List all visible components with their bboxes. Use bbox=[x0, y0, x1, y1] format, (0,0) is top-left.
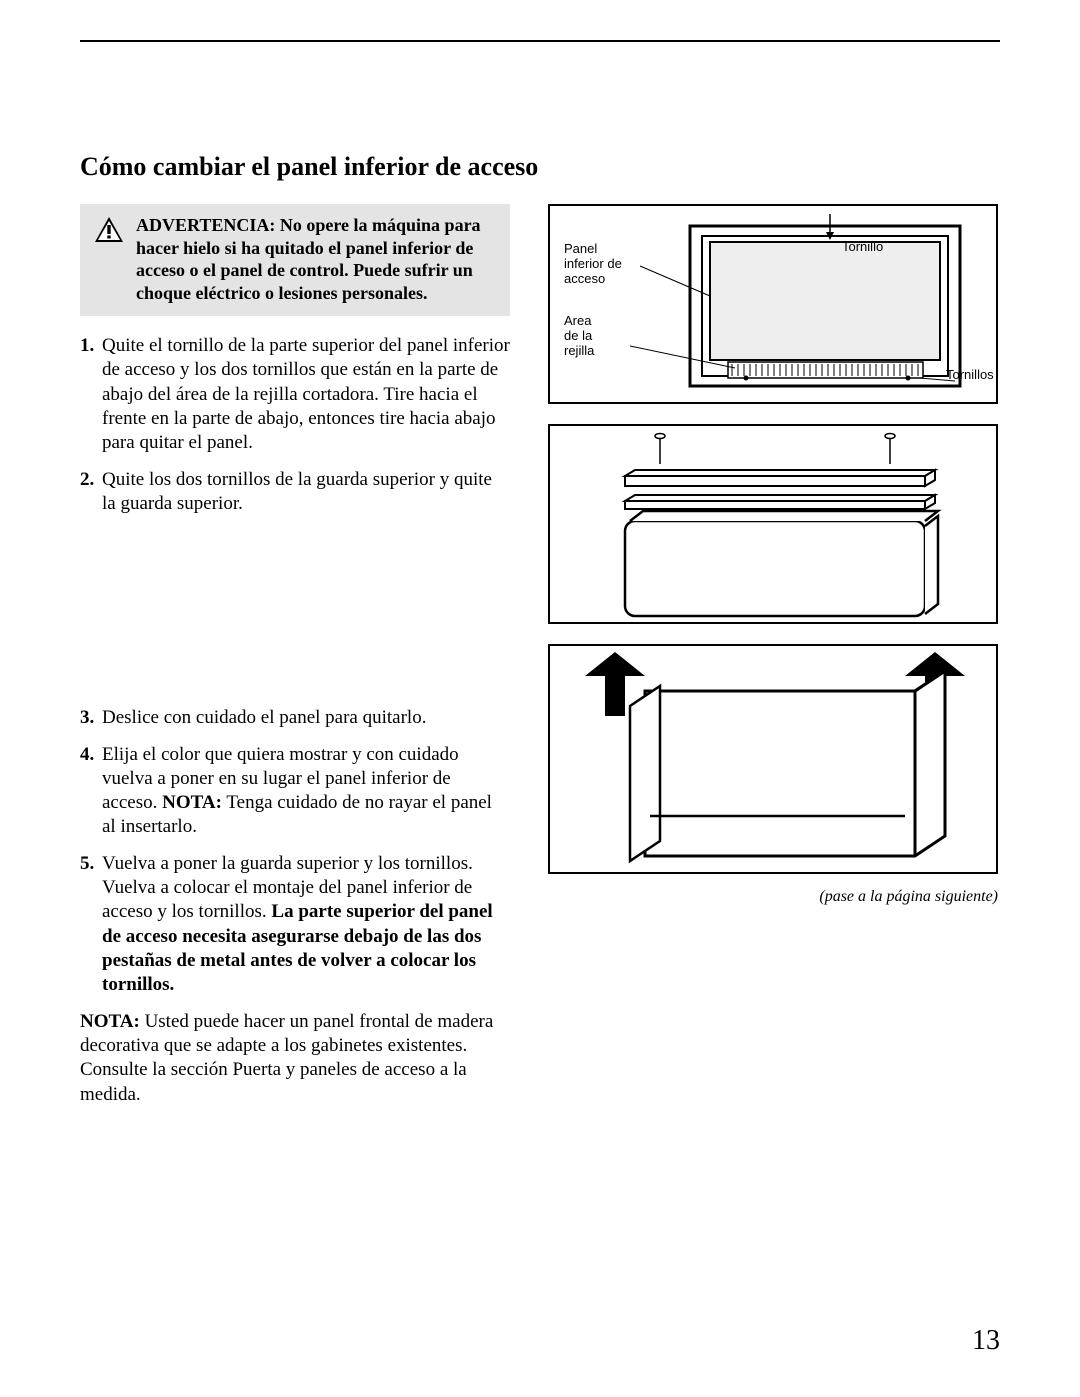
top-rule bbox=[80, 40, 1000, 42]
fig1-panel-label: Panel inferior de acceso bbox=[564, 242, 622, 287]
step-number: 4. bbox=[80, 743, 102, 840]
continue-note: (pase a la página siguiente) bbox=[548, 888, 998, 906]
step-number: 1. bbox=[80, 334, 102, 456]
fig1-tornillo-label: Tornillo bbox=[842, 240, 883, 255]
spacer bbox=[80, 528, 510, 706]
step-text: Elija el color que quiera mostrar y con … bbox=[102, 743, 510, 840]
nota-bold: NOTA: bbox=[80, 1011, 140, 1032]
step-number: 3. bbox=[80, 706, 102, 730]
step-text: Quite el tornillo de la parte superior d… bbox=[102, 334, 510, 456]
warning-text: ADVERTENCIA: No opere la máquina para ha… bbox=[136, 214, 496, 304]
nota-paragraph: NOTA: Usted puede hacer un panel frontal… bbox=[80, 1010, 510, 1107]
steps-group-b: 3. Deslice con cuidado el panel para qui… bbox=[80, 706, 510, 997]
figure-3 bbox=[548, 644, 998, 874]
step-item: 3. Deslice con cuidado el panel para qui… bbox=[80, 706, 510, 730]
step-text: Vuelva a poner la guarda superior y los … bbox=[102, 852, 510, 998]
step-item: 2. Quite los dos tornillos de la guarda … bbox=[80, 468, 510, 517]
step-item: 4. Elija el color que quiera mostrar y c… bbox=[80, 743, 510, 840]
page-number: 13 bbox=[972, 1325, 1000, 1357]
step4-nota: NOTA: bbox=[162, 792, 222, 813]
step-text: Deslice con cuidado el panel para quitar… bbox=[102, 706, 510, 730]
step-item: 5. Vuelva a poner la guarda superior y l… bbox=[80, 852, 510, 998]
page-title: Cómo cambiar el panel inferior de acceso bbox=[80, 152, 1000, 182]
steps-group-a: 1. Quite el tornillo de la parte superio… bbox=[80, 334, 510, 516]
figure-2 bbox=[548, 424, 998, 624]
nota-text: Usted puede hacer un panel frontal de ma… bbox=[80, 1011, 493, 1105]
text-column: ADVERTENCIA: No opere la máquina para ha… bbox=[80, 204, 510, 1107]
figure-1: Panel inferior de acceso Area de la reji… bbox=[548, 204, 998, 404]
fig1-area-label: Area de la rejilla bbox=[564, 314, 594, 359]
step-item: 1. Quite el tornillo de la parte superio… bbox=[80, 334, 510, 456]
step-number: 5. bbox=[80, 852, 102, 998]
warning-box: ADVERTENCIA: No opere la máquina para ha… bbox=[80, 204, 510, 316]
warning-icon bbox=[94, 214, 124, 304]
figure-column: Panel inferior de acceso Area de la reji… bbox=[546, 204, 1000, 1107]
fig1-tornillos-label: Tornillos bbox=[946, 368, 994, 383]
step-text: Quite los dos tornillos de la guarda sup… bbox=[102, 468, 510, 517]
step-number: 2. bbox=[80, 468, 102, 517]
